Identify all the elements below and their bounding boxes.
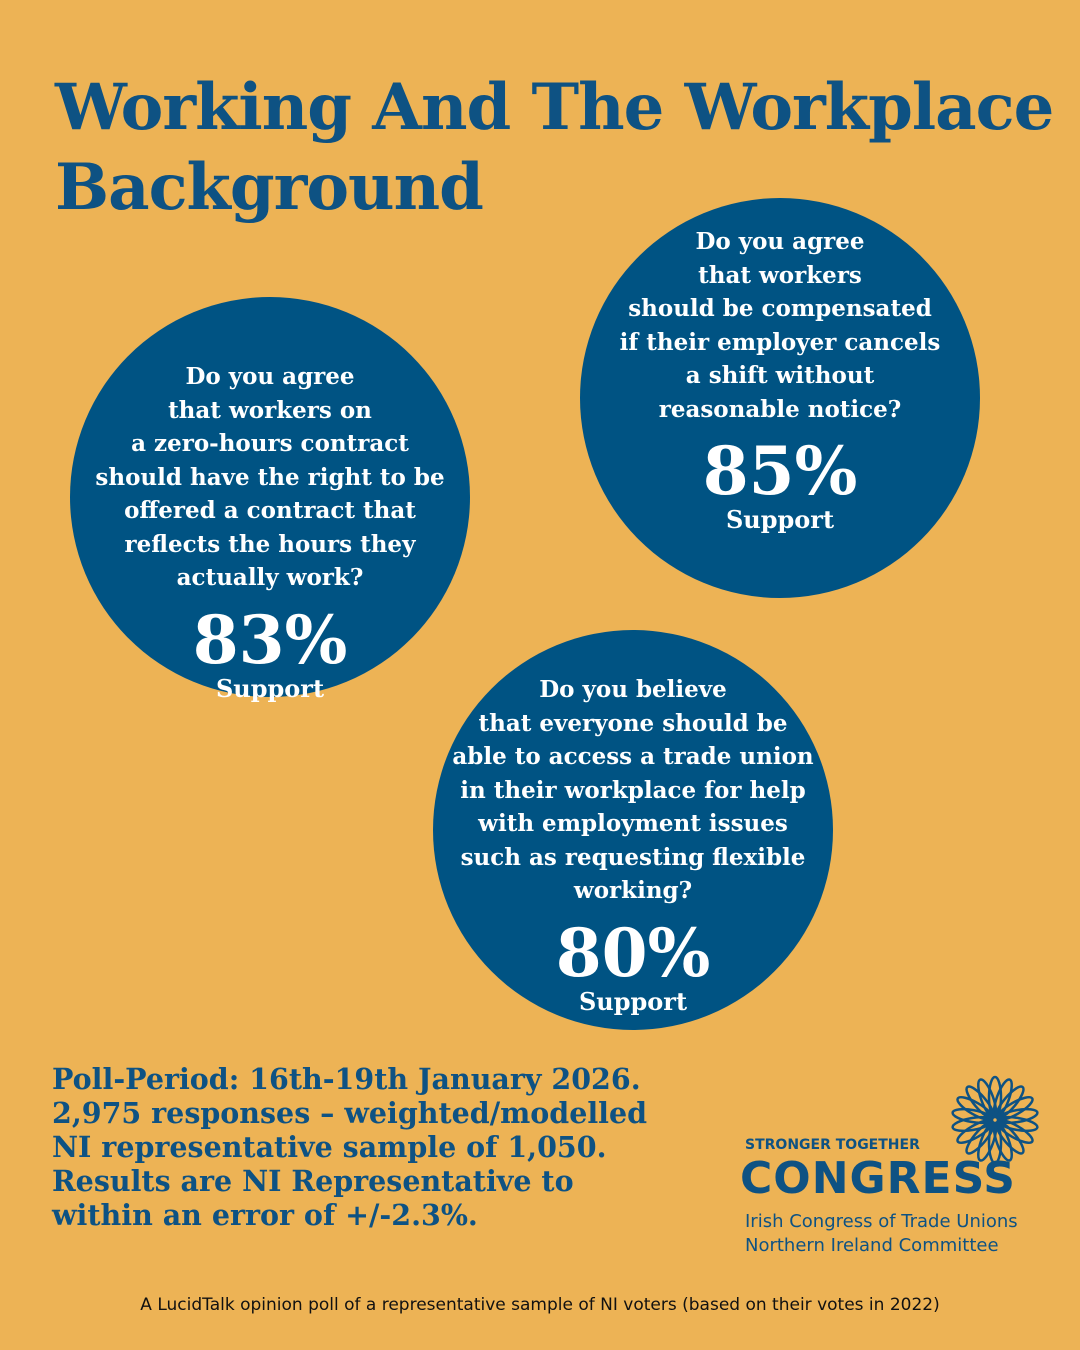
- question-line: if their employer cancels: [619, 328, 941, 356]
- question-line: Do you agree: [185, 363, 355, 390]
- question: Do you believe that everyone should be abl…: [423, 673, 843, 908]
- result: 83%: [192, 600, 348, 679]
- question-line: Do you believe: [539, 676, 727, 703]
- question: Do you agree that workers should be compen…: [570, 225, 990, 426]
- question-line: a shift without: [685, 362, 875, 389]
- circle: [433, 630, 833, 1030]
- petal: [977, 1078, 998, 1119]
- question-line: such as requesting flexible: [460, 843, 806, 871]
- question-line: actually work?: [176, 564, 364, 591]
- question-line: that workers: [698, 261, 862, 289]
- poll-line: Results are NI Representative to: [52, 1164, 574, 1198]
- question-line: reasonable notice?: [658, 395, 902, 423]
- question-line: that workers on: [168, 396, 372, 424]
- result-label: Support: [725, 505, 835, 534]
- tagline: STRONGER TOGETHER: [745, 1137, 920, 1153]
- question-line: with employment issues: [478, 810, 788, 837]
- question-line: able to access a trade union: [452, 743, 814, 770]
- title-line: Background: [55, 150, 484, 225]
- circle-text: Do you agree that workers should be compen…: [570, 225, 990, 534]
- question-line: Do you agree: [695, 228, 865, 255]
- question-line: working?: [573, 877, 693, 904]
- title-line: Working And The Workplace: [55, 70, 1054, 145]
- result: 85%: [702, 432, 858, 510]
- poll-line: Poll-Period: 16th-19th January 2026.: [52, 1062, 641, 1096]
- brand: CONGRESS: [740, 1153, 1016, 1204]
- circle: [70, 297, 470, 697]
- logo: STRONGER TOGETHER CONGRESS Irish Congres…: [740, 1075, 1040, 1265]
- poll-line: 2,975 responses – weighted/modelled: [52, 1096, 648, 1130]
- logo-icon: [951, 1075, 1039, 1165]
- question: Do you agree that workers on a zero-hours …: [60, 360, 480, 595]
- poll-line: within an error of +/-2.3%.: [52, 1198, 478, 1232]
- question-line: should have the right to be: [95, 463, 445, 491]
- result-label: Support: [215, 673, 325, 703]
- poll-line: NI representative sample of 1,050.: [52, 1130, 607, 1164]
- title: Working And The Workplace Background: [55, 68, 1054, 228]
- question-line: offered a contract that: [124, 497, 416, 524]
- circle-text: Do you believe that everyone should be abl…: [423, 673, 843, 1016]
- circle: [580, 198, 980, 598]
- question-line: reflects the hours they: [124, 530, 416, 558]
- question-line: that everyone should be: [478, 709, 788, 737]
- logo-line: Irish Congress of Trade Unions: [745, 1211, 1018, 1232]
- question-line: a zero-hours contract: [131, 430, 409, 457]
- question-line: in their workplace for help: [460, 776, 806, 804]
- question-line: should be compensated: [628, 295, 932, 322]
- result-label: Support: [578, 986, 688, 1016]
- result: 80%: [555, 913, 711, 992]
- poll-details: Poll-Period: 16th-19th January 2026. 2,97…: [52, 1062, 647, 1232]
- circle-text: Do you agree that workers on a zero-hours …: [60, 360, 480, 703]
- logo-line: Northern Ireland Committee: [745, 1235, 999, 1256]
- footer: A LucidTalk opinion poll of a representa…: [140, 1295, 940, 1315]
